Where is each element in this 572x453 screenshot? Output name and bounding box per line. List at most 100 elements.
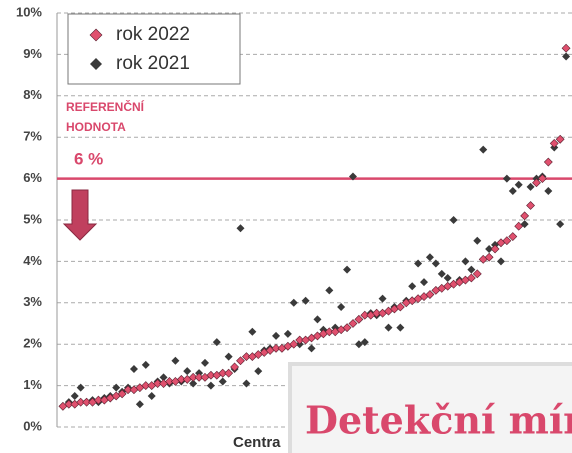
y-tick-label: 5%	[23, 211, 42, 226]
point	[562, 52, 571, 61]
point	[112, 383, 121, 392]
point	[555, 134, 565, 144]
point	[343, 265, 352, 274]
point	[502, 174, 511, 183]
point	[467, 265, 476, 274]
reference-label: HODNOTA	[66, 120, 126, 134]
point	[82, 397, 92, 407]
point	[271, 343, 281, 353]
point	[141, 360, 150, 369]
legend-label: rok 2021	[116, 53, 190, 74]
y-tick-label: 10%	[16, 4, 42, 19]
point	[224, 352, 233, 361]
point	[230, 362, 240, 372]
point	[466, 273, 476, 283]
point	[490, 244, 500, 254]
point	[212, 338, 221, 347]
point	[514, 221, 524, 231]
point	[543, 157, 553, 167]
point	[420, 278, 429, 287]
point	[484, 252, 494, 262]
point	[301, 296, 310, 305]
point	[496, 257, 505, 266]
point	[295, 335, 305, 345]
point	[194, 372, 204, 382]
point	[360, 338, 369, 347]
point	[354, 314, 364, 324]
point	[206, 370, 216, 380]
point	[129, 365, 138, 374]
point	[94, 395, 103, 405]
point	[135, 400, 144, 409]
point	[337, 302, 346, 311]
point	[236, 356, 245, 366]
down-arrow	[62, 189, 98, 241]
point	[508, 232, 518, 241]
point	[508, 187, 517, 196]
point	[360, 310, 370, 320]
point	[200, 358, 209, 367]
point	[537, 174, 547, 184]
legend-label: rok 2022	[116, 24, 190, 45]
point	[431, 259, 440, 268]
point	[325, 286, 334, 295]
point	[76, 383, 85, 392]
point	[395, 302, 405, 312]
point	[165, 377, 174, 386]
overlay-title: Detekční míra	[305, 398, 572, 443]
overlay: Detekční míra	[288, 362, 572, 453]
point	[153, 379, 163, 388]
point	[473, 236, 482, 245]
point	[443, 273, 452, 282]
point	[485, 244, 494, 253]
point	[64, 399, 74, 409]
point	[123, 385, 133, 395]
point	[502, 236, 512, 246]
point	[342, 323, 352, 333]
point	[224, 368, 234, 378]
legend-marker	[89, 28, 103, 42]
point	[289, 298, 298, 307]
point	[176, 374, 186, 384]
point	[272, 331, 281, 340]
point	[384, 323, 393, 332]
point	[348, 319, 358, 328]
point	[526, 182, 535, 191]
y-tick-label: 8%	[23, 87, 42, 102]
x-axis-label: Centra	[233, 434, 281, 451]
y-tick-label: 1%	[23, 377, 42, 392]
point	[189, 379, 198, 388]
point	[324, 327, 334, 337]
y-tick-label: 9%	[23, 46, 42, 61]
point	[561, 43, 571, 53]
legend-marker	[90, 58, 102, 70]
point	[425, 290, 435, 299]
reference-label: REFERENČNÍ	[66, 99, 145, 114]
point	[289, 339, 299, 349]
point	[378, 294, 387, 303]
y-tick-label: 4%	[23, 253, 42, 268]
point	[242, 379, 251, 388]
point	[479, 145, 488, 154]
point	[408, 282, 417, 291]
point	[183, 367, 192, 376]
point	[70, 391, 79, 400]
point	[532, 178, 541, 188]
point	[188, 372, 198, 382]
point	[396, 323, 405, 332]
point	[514, 180, 523, 189]
point	[307, 344, 316, 353]
point	[372, 308, 382, 318]
legend-box	[67, 13, 241, 85]
point	[461, 257, 470, 266]
point	[254, 367, 263, 376]
point	[414, 259, 423, 268]
point	[242, 352, 251, 362]
y-tick-label: 3%	[23, 294, 42, 309]
point	[520, 211, 530, 221]
y-tick-label: 0%	[23, 418, 42, 433]
point	[218, 368, 228, 378]
point	[147, 391, 156, 400]
point	[449, 216, 458, 224]
